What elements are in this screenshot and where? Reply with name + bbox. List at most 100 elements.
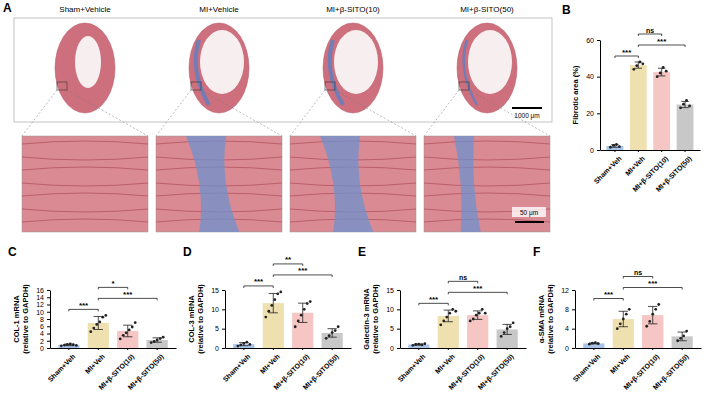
- error-bar: [648, 306, 657, 323]
- data-point: [276, 292, 279, 295]
- data-point: [297, 320, 300, 323]
- data-point: [239, 344, 242, 347]
- panel-letter: B: [562, 3, 571, 17]
- tick-label: MI+β-SITO(50): [652, 353, 691, 392]
- data-point: [682, 103, 685, 106]
- tick-mark: [222, 290, 225, 291]
- data-point: [679, 337, 682, 340]
- axis-title: (relative to GAPDH): [21, 284, 30, 354]
- data-point: [657, 303, 660, 306]
- x-tick: MI+Veh: [434, 348, 456, 375]
- x-tick: MI+Veh: [259, 348, 281, 375]
- data-point: [92, 327, 95, 330]
- tick-label: 14: [36, 294, 44, 301]
- tick-label: 60: [586, 37, 594, 44]
- tick-mark: [47, 341, 50, 342]
- tick-label: 12: [561, 287, 569, 294]
- y-tick: 15: [211, 287, 225, 294]
- figure: ASham+VehicleMI+VehicleMI+β-SITO(10)MI+β…: [0, 0, 708, 404]
- chart-panel: D051015Sham+VehMI+VehMI+β-SITO(10)MI+β-S…: [183, 245, 352, 392]
- tick-mark: [507, 348, 508, 350]
- y-axis: 04812: [561, 287, 575, 352]
- tick-label: 4: [565, 325, 569, 332]
- data-point: [245, 341, 248, 344]
- tick-mark: [652, 348, 653, 350]
- data-point: [454, 310, 457, 313]
- y-tick: 12: [561, 287, 575, 294]
- data-point: [500, 335, 503, 338]
- y-axis: 0246810121416: [36, 287, 50, 352]
- heart-cavity: [468, 30, 512, 94]
- tick-mark: [302, 348, 303, 350]
- y-tick: 20: [586, 110, 600, 117]
- axis-title: (relative to GAPDH): [546, 284, 555, 354]
- fibrosis-patch: [196, 40, 209, 105]
- group-label: MI+β-SITO(10): [326, 5, 380, 14]
- y-tick: 4: [40, 330, 50, 337]
- bar: [583, 343, 604, 348]
- tick-mark: [682, 348, 683, 350]
- data-point: [300, 314, 303, 317]
- x-tick: Sham+Veh: [593, 150, 623, 185]
- axis-title: α-SMA mRNA: [537, 294, 546, 343]
- data-point: [676, 339, 679, 342]
- data-point: [679, 106, 682, 109]
- x-tick: MI+Veh: [609, 348, 631, 375]
- significance-label: ns: [634, 269, 642, 276]
- axis-line: [226, 348, 352, 349]
- data-point: [309, 300, 312, 303]
- y-tick: 0: [590, 147, 600, 154]
- plot-area: [58, 314, 168, 348]
- data-point: [665, 70, 668, 73]
- zoom-image: [156, 136, 282, 232]
- tick-mark: [572, 290, 575, 291]
- chart-panel: C0246810121416Sham+VehMI+VehMI+β-SITO(10…: [8, 245, 177, 392]
- data-point: [594, 341, 597, 344]
- data-point: [63, 344, 66, 347]
- significance-bracket: [623, 277, 652, 279]
- data-point: [685, 330, 688, 333]
- tick-label: 5: [215, 325, 219, 332]
- bar: [653, 72, 670, 150]
- bar: [677, 105, 694, 150]
- tick-label: MI+Veh: [434, 353, 456, 375]
- tick-mark: [418, 348, 419, 350]
- data-point: [625, 313, 628, 316]
- error-bar: [298, 303, 307, 322]
- axis-line: [50, 291, 51, 349]
- tick-mark: [332, 348, 333, 350]
- zoom-connector: [424, 90, 459, 136]
- panel-letter: E: [358, 245, 366, 259]
- axis-title: Fibrotic area (%): [571, 65, 580, 124]
- data-point: [448, 312, 451, 315]
- tick-label: MI+Veh: [609, 353, 631, 375]
- group-label: MI+β-SITO(50): [460, 5, 514, 14]
- data-point: [331, 331, 334, 334]
- data-point: [411, 344, 414, 347]
- error-bar: [327, 329, 336, 338]
- tick-label: Sham+Veh: [396, 353, 426, 383]
- data-point: [591, 342, 594, 345]
- data-point: [651, 313, 654, 316]
- tick-label: 0: [215, 345, 219, 352]
- zoom-connector: [67, 90, 148, 136]
- data-point: [635, 64, 638, 67]
- zoom-image: [290, 136, 416, 232]
- y-tick: 12: [36, 301, 50, 308]
- panel-letter: A: [3, 1, 12, 15]
- tick-mark: [572, 309, 575, 310]
- axis-line: [576, 348, 702, 349]
- y-tick: 5: [390, 325, 400, 332]
- data-point: [242, 342, 245, 345]
- panel-letter: C: [8, 245, 17, 259]
- significance-label: ***: [657, 37, 667, 46]
- y-axis: 0204060: [586, 37, 600, 154]
- data-point: [654, 308, 657, 311]
- tick-mark: [98, 348, 99, 350]
- x-tick: Sham+Veh: [46, 348, 76, 383]
- tick-mark: [477, 348, 478, 350]
- data-point: [506, 327, 509, 330]
- tick-mark: [572, 348, 575, 349]
- x-tick: Sham+Veh: [396, 348, 426, 383]
- data-point: [638, 61, 641, 64]
